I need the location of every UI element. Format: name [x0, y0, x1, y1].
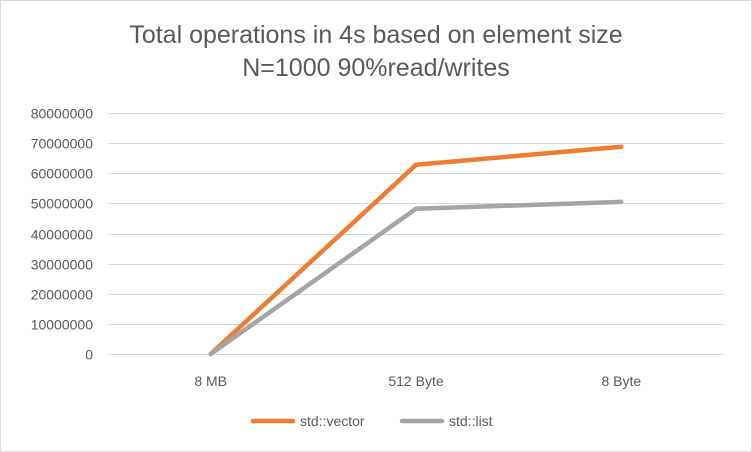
legend-label-0: std::vector — [300, 413, 365, 429]
chart-title-line-1: Total operations in 4s based on element … — [129, 21, 623, 49]
y-tick-label: 80000000 — [31, 106, 94, 122]
y-tick-label: 60000000 — [31, 166, 94, 182]
legend: std::vector std::list — [250, 413, 493, 429]
chart-title: Total operations in 4s based on element … — [1, 19, 751, 85]
y-tick-label: 50000000 — [31, 196, 94, 212]
series-line-0 — [208, 144, 624, 357]
y-tick-label: 10000000 — [31, 317, 94, 333]
series-lines — [208, 144, 624, 357]
x-axis-tick-labels: 8 MB 512 Byte 8 Byte — [194, 373, 641, 389]
y-tick-label: 70000000 — [31, 136, 94, 152]
x-tick-label: 512 Byte — [388, 373, 443, 389]
y-tick-label: 20000000 — [31, 287, 94, 303]
x-tick-label: 8 MB — [194, 373, 227, 389]
x-tick-label: 8 Byte — [601, 373, 641, 389]
chart-subtitle: N=1000 90%read/writes — [242, 54, 510, 82]
y-axis-tick-labels: 0 10000000 20000000 30000000 40000000 5000000… — [31, 106, 94, 363]
series-line-1 — [208, 199, 624, 357]
y-tick-label: 0 — [85, 347, 93, 363]
y-tick-label: 30000000 — [31, 257, 94, 273]
legend-label-1: std::list — [449, 413, 493, 429]
gridlines — [108, 113, 724, 355]
y-tick-label: 40000000 — [31, 227, 94, 243]
